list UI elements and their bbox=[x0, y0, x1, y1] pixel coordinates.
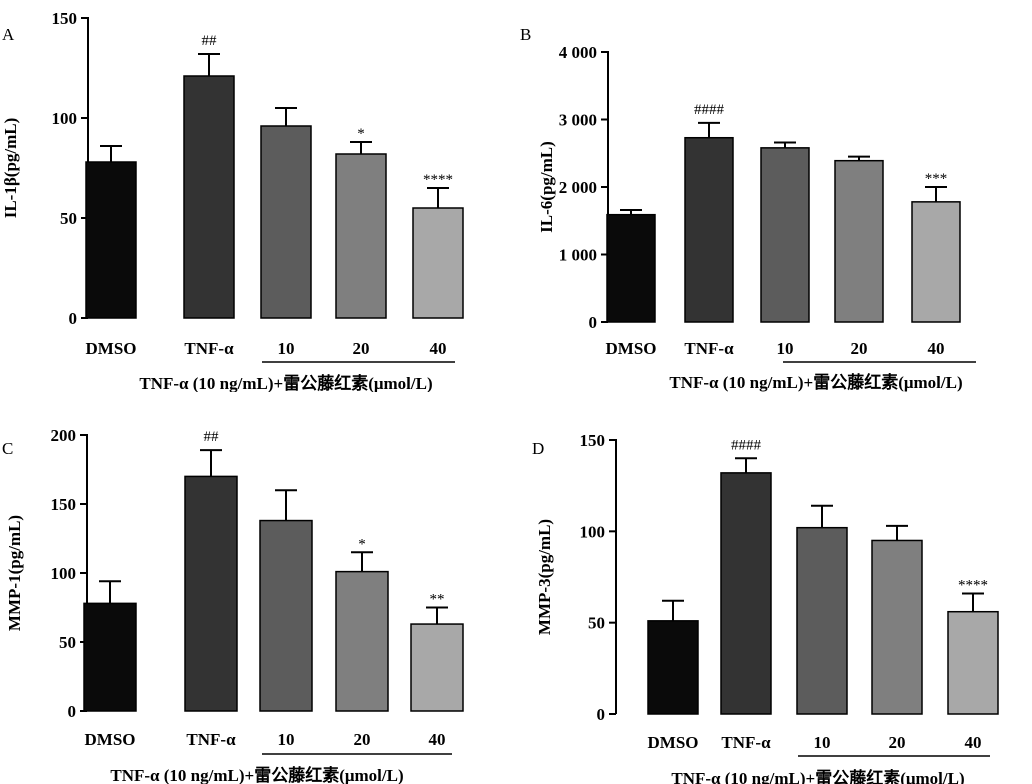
bar-3 bbox=[335, 153, 387, 319]
bar-1 bbox=[184, 475, 238, 712]
category-label: DMSO bbox=[648, 733, 699, 752]
y-axis-label: MMP-3(pg/mL) bbox=[535, 519, 554, 635]
significance-mark: ** bbox=[430, 592, 445, 608]
bar-2 bbox=[760, 147, 810, 323]
panel-c-chart: C MMP-1(pg/mL) 0 50 100 150 200 DMSO ## TNF-α 10 * 2… bbox=[0, 392, 516, 784]
y-tick-label: 100 bbox=[51, 564, 77, 583]
panel-letter: D bbox=[532, 439, 544, 458]
category-label: TNF-α bbox=[184, 339, 234, 358]
category-label: 40 bbox=[965, 733, 982, 752]
y-tick-label: 2 000 bbox=[559, 178, 597, 197]
significance-mark: ## bbox=[202, 33, 218, 49]
x-axis-label: TNF-α (10 ng/mL)+雷公藤红素(μmol/L) bbox=[139, 373, 432, 392]
panel-b-chart: B IL-6(pg/mL) 0 1 000 2 000 3 000 4 000 DMSO ###… bbox=[516, 0, 1032, 392]
bar-3 bbox=[871, 539, 923, 715]
y-tick-label: 50 bbox=[59, 633, 76, 652]
y-axis-label: IL-6(pg/mL) bbox=[537, 141, 556, 233]
bar-4 bbox=[410, 623, 464, 712]
category-label: 20 bbox=[889, 733, 906, 752]
y-tick-label: 1 000 bbox=[559, 246, 597, 265]
significance-mark: *** bbox=[925, 171, 948, 187]
category-label: 10 bbox=[777, 339, 794, 358]
significance-mark: **** bbox=[958, 577, 988, 593]
y-tick-label: 50 bbox=[60, 209, 77, 228]
bar-1 bbox=[183, 75, 235, 319]
x-axis-label: TNF-α (10 ng/mL)+雷公藤红素(μmol/L) bbox=[110, 765, 403, 784]
bar-4 bbox=[911, 201, 961, 323]
x-axis-label: TNF-α (10 ng/mL)+雷公藤红素(μmol/L) bbox=[671, 768, 964, 784]
panel-d-chart: D MMP-3(pg/mL) 0 50 100 150 DMSO #### TNF-α 10 20 *… bbox=[516, 392, 1032, 784]
y-tick-label: 200 bbox=[51, 426, 77, 445]
y-tick-label: 50 bbox=[588, 614, 605, 633]
category-label: 20 bbox=[354, 730, 371, 749]
bar-0 bbox=[85, 161, 137, 319]
y-tick-label: 4 000 bbox=[559, 43, 597, 62]
category-label: DMSO bbox=[86, 339, 137, 358]
y-tick-label: 0 bbox=[69, 309, 78, 328]
category-label: 40 bbox=[928, 339, 945, 358]
y-tick-label: 100 bbox=[580, 522, 606, 541]
panel-d-svg: D MMP-3(pg/mL) 0 50 100 150 DMSO #### TNF-α 10 20 *… bbox=[532, 431, 999, 784]
panel-a-svg: A IL-1β(pg/mL) 0 50 100 150 DMSO ## TNF-α 10 * 20 **… bbox=[1, 9, 464, 392]
bar-3 bbox=[335, 570, 389, 712]
bar-3 bbox=[834, 159, 884, 323]
panel-a-chart: A IL-1β(pg/mL) 0 50 100 150 DMSO ## TNF-α 10 * 20 **… bbox=[0, 0, 516, 392]
bar-1 bbox=[684, 136, 734, 323]
panel-c-svg: C MMP-1(pg/mL) 0 50 100 150 200 DMSO ## TNF-α 10 * 2… bbox=[2, 426, 464, 784]
panel-letter: A bbox=[2, 25, 15, 44]
bar-0 bbox=[606, 213, 656, 323]
y-tick-label: 0 bbox=[597, 705, 606, 724]
bar-0 bbox=[83, 602, 137, 712]
category-label: 40 bbox=[430, 339, 447, 358]
panel-b-svg: B IL-6(pg/mL) 0 1 000 2 000 3 000 4 000 DMSO ###… bbox=[520, 25, 976, 392]
y-tick-label: 150 bbox=[580, 431, 606, 450]
panel-letter: C bbox=[2, 439, 13, 458]
category-label: TNF-α bbox=[721, 733, 771, 752]
y-tick-label: 150 bbox=[52, 9, 78, 28]
category-label: 10 bbox=[278, 730, 295, 749]
significance-mark: * bbox=[357, 126, 365, 142]
y-axis-label: MMP-1(pg/mL) bbox=[5, 515, 24, 631]
category-label: TNF-α bbox=[186, 730, 236, 749]
significance-mark: ## bbox=[204, 429, 220, 445]
category-label: 20 bbox=[353, 339, 370, 358]
x-axis-label: TNF-α (10 ng/mL)+雷公藤红素(μmol/L) bbox=[669, 372, 962, 392]
significance-mark: #### bbox=[731, 437, 762, 453]
category-label: 40 bbox=[429, 730, 446, 749]
significance-mark: **** bbox=[423, 172, 453, 188]
bar-2 bbox=[259, 519, 313, 712]
category-label: DMSO bbox=[85, 730, 136, 749]
bar-4 bbox=[947, 610, 999, 715]
panel-letter: B bbox=[520, 25, 531, 44]
significance-mark: * bbox=[358, 536, 366, 552]
y-tick-label: 3 000 bbox=[559, 111, 597, 130]
y-axis-label: IL-1β(pg/mL) bbox=[1, 118, 20, 219]
y-tick-label: 150 bbox=[51, 495, 77, 514]
category-label: 10 bbox=[278, 339, 295, 358]
y-tick-label: 0 bbox=[589, 313, 598, 332]
bar-2 bbox=[796, 526, 848, 715]
category-label: 20 bbox=[851, 339, 868, 358]
y-tick-label: 100 bbox=[52, 109, 78, 128]
bar-1 bbox=[720, 472, 772, 715]
bar-2 bbox=[260, 125, 312, 319]
bar-0 bbox=[647, 620, 699, 715]
bar-4 bbox=[412, 207, 464, 319]
category-label: DMSO bbox=[606, 339, 657, 358]
category-label: 10 bbox=[814, 733, 831, 752]
category-label: TNF-α bbox=[684, 339, 734, 358]
significance-mark: #### bbox=[694, 102, 725, 118]
y-tick-label: 0 bbox=[68, 702, 77, 721]
